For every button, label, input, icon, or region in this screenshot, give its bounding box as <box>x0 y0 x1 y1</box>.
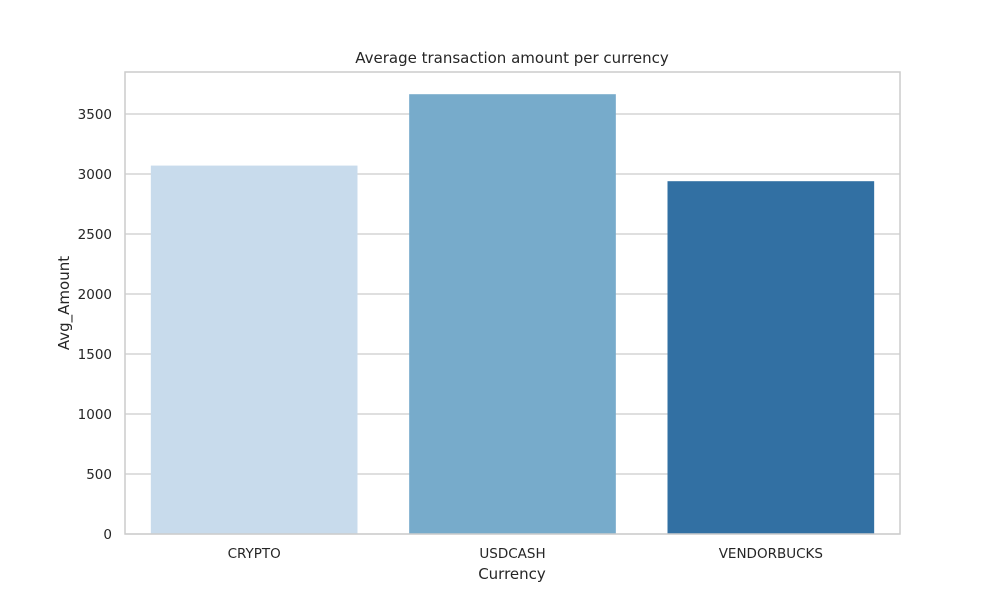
chart-title: Average transaction amount per currency <box>355 49 669 67</box>
y-tick-label: 3500 <box>78 107 112 123</box>
plot-frame <box>124 71 901 535</box>
bar-usdcash <box>409 94 616 534</box>
y-tick-labels: 0 500 1000 1500 2000 2500 3000 3500 <box>78 107 112 543</box>
y-tick-label: 3000 <box>78 167 112 183</box>
y-tick-label: 2000 <box>78 287 112 303</box>
x-tick-label: VENDORBUCKS <box>719 546 823 562</box>
x-tick-label: USDCASH <box>479 546 545 562</box>
x-tick-labels: CRYPTO USDCASH VENDORBUCKS <box>228 546 823 562</box>
bar-vendorbucks <box>667 181 875 534</box>
x-axis-label: Currency <box>478 565 546 583</box>
y-tick-label: 2500 <box>78 227 112 243</box>
y-tick-label: 1000 <box>78 407 112 423</box>
y-tick-label: 500 <box>86 467 112 483</box>
bars <box>150 94 875 534</box>
y-axis-label: Avg_Amount <box>55 256 74 350</box>
x-tick-label: CRYPTO <box>228 546 281 562</box>
y-tick-label: 1500 <box>78 347 112 363</box>
bar-crypto <box>150 165 358 534</box>
y-tick-label: 0 <box>103 527 112 543</box>
